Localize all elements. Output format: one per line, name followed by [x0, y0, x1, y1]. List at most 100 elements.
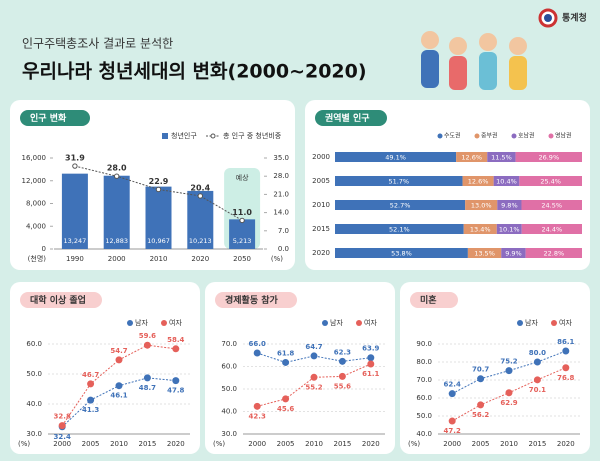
point-label: 55.2 [305, 383, 322, 391]
bar-segment [465, 200, 498, 210]
series-point [87, 396, 95, 404]
bar-segment [515, 152, 582, 162]
series-line [451, 350, 566, 395]
ratio-point [72, 163, 78, 169]
y-unit: (%) [408, 440, 420, 448]
y-tick-label: 8,000 [26, 200, 46, 208]
x-tick-label: 2000 [53, 440, 71, 448]
panel-title: 인구 변화 [30, 112, 67, 124]
ratio-point [239, 217, 245, 224]
y-tick-label: 2005 [312, 177, 330, 185]
x-tick-label: 2010 [500, 440, 518, 448]
point-label: 75.2 [500, 358, 517, 366]
segment-label: 51.7% [388, 178, 409, 186]
x-tick-label: 2000 [443, 440, 461, 448]
bar-segment [501, 248, 526, 258]
bar [187, 190, 214, 249]
y2-tick-label: 14.0 [273, 209, 289, 217]
series-point [367, 354, 375, 362]
series-point [282, 358, 290, 366]
legend-label: 남자 [525, 318, 538, 327]
legend-label: 영남권 [555, 132, 572, 140]
segment-label: 10.4% [496, 178, 517, 186]
bar-segment [456, 152, 488, 162]
bar-segment [521, 200, 582, 210]
series-point [338, 357, 346, 365]
segment-label: 13.5% [474, 250, 495, 258]
x-tick-label: 2005 [472, 440, 490, 448]
segment-label: 26.9% [538, 154, 559, 162]
logo-text: 통계청 [562, 12, 587, 24]
point-label: 46.7 [82, 371, 99, 379]
series-point [172, 377, 180, 385]
legend-swatch [356, 320, 362, 326]
forecast-label: 예상 [236, 173, 249, 182]
y-unit: (천명) [28, 254, 47, 263]
bar-value-label: 10,967 [147, 237, 170, 245]
y2-tick-label: 0.0 [278, 245, 289, 253]
series-point [310, 352, 318, 360]
y-tick-label: 2000 [312, 153, 330, 161]
point-label: 76.8 [557, 374, 574, 382]
series-point [477, 375, 485, 383]
bar-segment [487, 152, 516, 162]
point-label: 45.6 [277, 405, 294, 413]
segment-label: 53.8% [391, 250, 412, 258]
point-label: 64.7 [305, 343, 322, 351]
subtitle: 인구주택총조사 결과로 분석한 [22, 37, 173, 51]
point-label: 32.8 [54, 413, 71, 421]
series-point [143, 374, 151, 382]
bar-segment [335, 248, 468, 258]
x-tick-label: 2015 [333, 440, 351, 448]
x-tick-label: 2010 [110, 440, 128, 448]
panel-tab [20, 292, 102, 308]
bar-segment [335, 200, 466, 210]
y2-tick-label: 21.0 [273, 190, 289, 198]
y-tick-label: 60.0 [416, 394, 432, 402]
panel [10, 282, 200, 454]
point-label: 61.8 [277, 349, 294, 357]
series-point [253, 402, 261, 410]
bar-segment [335, 152, 457, 162]
ratio-line [74, 165, 243, 221]
series-point [310, 373, 318, 381]
legend-swatch [161, 320, 167, 326]
point-label: 61.1 [362, 370, 379, 378]
panel [400, 282, 590, 454]
segment-label: 12.6% [468, 178, 489, 186]
segment-label: 9.8% [501, 202, 518, 210]
point-label: 47.8 [167, 387, 184, 395]
point-label: 46.1 [110, 392, 127, 400]
bar-value-label: 13,247 [64, 237, 87, 245]
point-label: 42.3 [249, 412, 266, 420]
point-label: 48.7 [139, 384, 156, 392]
series-point [58, 422, 66, 430]
point-label: 59.6 [139, 332, 156, 340]
x-tick-label: 2005 [277, 440, 295, 448]
series-point [143, 341, 151, 349]
bar-value-label: 10,213 [189, 237, 212, 245]
x-tick-label: 1990 [66, 255, 84, 263]
ratio-point [155, 186, 162, 193]
ratio-label: 28.0 [107, 164, 127, 173]
y2-tick-label: 28.0 [273, 172, 289, 180]
series-point [172, 345, 180, 353]
segment-label: 49.1% [385, 154, 406, 162]
x-tick-label: 2015 [528, 440, 546, 448]
y-tick-label: 80.0 [416, 358, 432, 366]
ratio-point [114, 173, 120, 179]
y-tick-label: 40.0 [26, 400, 42, 408]
y-tick-label: 50.0 [416, 412, 432, 420]
y-tick-label: 30.0 [26, 430, 42, 438]
segment-label: 12.6% [461, 154, 482, 162]
point-label: 58.4 [167, 336, 184, 344]
legend-label: 남자 [330, 318, 343, 327]
segment-label: 25.4% [540, 178, 561, 186]
x-tick-label: 2020 [167, 440, 185, 448]
y2-unit: (%) [271, 255, 283, 263]
series-point [505, 389, 513, 397]
point-label: 62.4 [444, 381, 461, 389]
legend-label: 여자 [559, 318, 572, 327]
y-tick-label: 12,000 [22, 177, 47, 185]
y-tick-label: 60.0 [26, 340, 42, 348]
